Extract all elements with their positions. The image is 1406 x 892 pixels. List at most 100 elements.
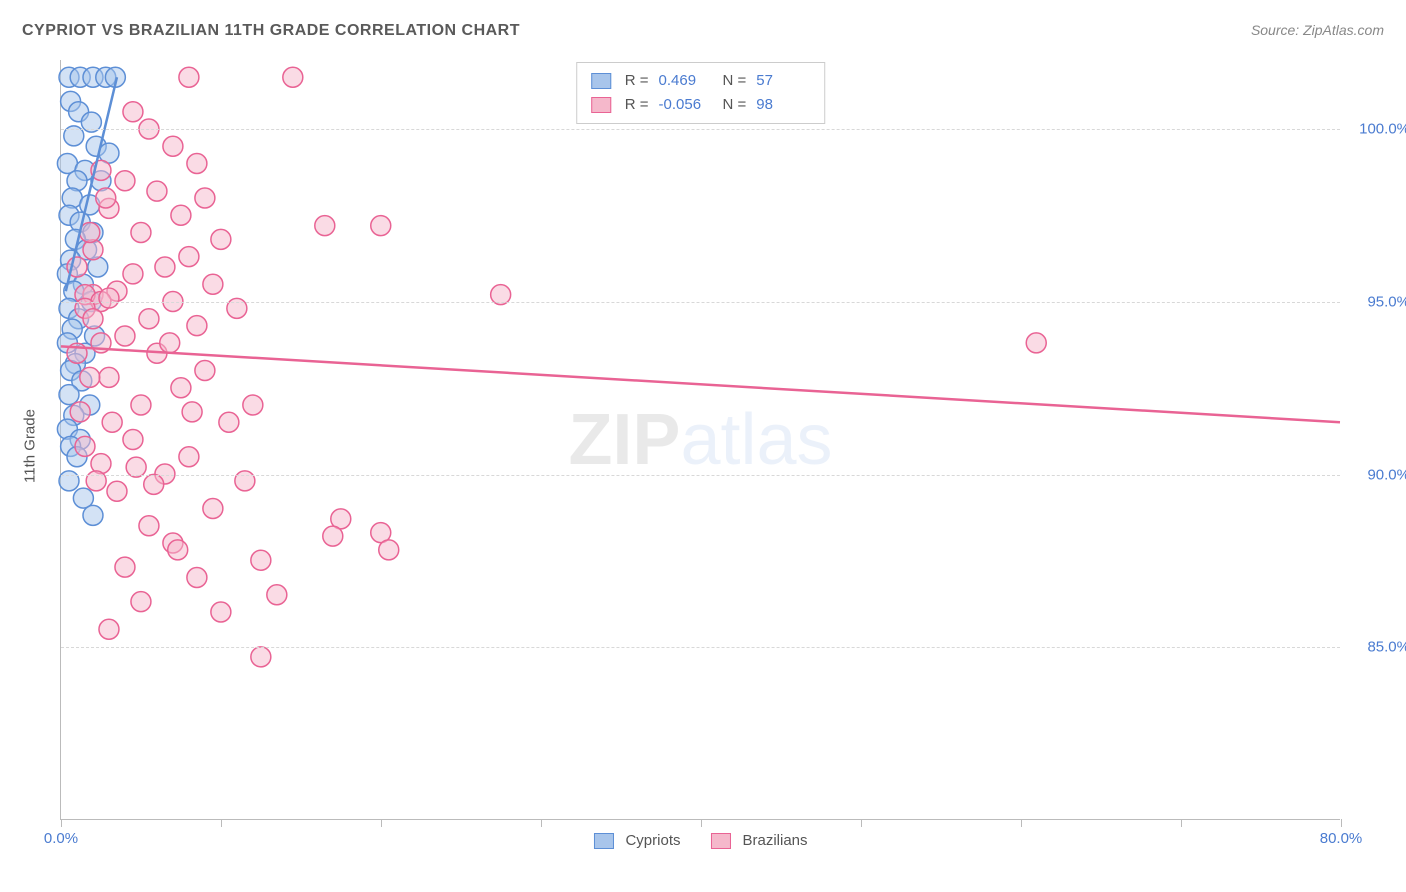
xtick-mark bbox=[701, 819, 702, 827]
source-attribution: Source: ZipAtlas.com bbox=[1251, 22, 1384, 38]
legend-label-brazilians: Brazilians bbox=[742, 832, 807, 849]
chart-container: CYPRIOT VS BRAZILIAN 11TH GRADE CORRELAT… bbox=[0, 0, 1406, 892]
scatter-point-cypriots bbox=[59, 385, 79, 405]
scatter-point-brazilians bbox=[187, 568, 207, 588]
scatter-point-brazilians bbox=[171, 378, 191, 398]
scatter-point-brazilians bbox=[171, 205, 191, 225]
scatter-point-brazilians bbox=[211, 229, 231, 249]
xtick-mark bbox=[381, 819, 382, 827]
scatter-point-brazilians bbox=[187, 316, 207, 336]
scatter-point-brazilians bbox=[70, 402, 90, 422]
chart-title: CYPRIOT VS BRAZILIAN 11TH GRADE CORRELAT… bbox=[22, 22, 520, 40]
scatter-point-cypriots bbox=[83, 505, 103, 525]
xtick-mark bbox=[1341, 819, 1342, 827]
stat-n-val-cypriots: 57 bbox=[756, 69, 810, 93]
scatter-point-brazilians bbox=[182, 402, 202, 422]
scatter-point-brazilians bbox=[315, 216, 335, 236]
xtick-mark bbox=[861, 819, 862, 827]
scatter-point-brazilians bbox=[123, 102, 143, 122]
swatch-cypriots bbox=[591, 73, 611, 89]
xtick-label: 80.0% bbox=[1320, 830, 1363, 847]
scatter-point-brazilians bbox=[379, 540, 399, 560]
xtick-label: 0.0% bbox=[44, 830, 78, 847]
scatter-point-brazilians bbox=[195, 361, 215, 381]
scatter-point-brazilians bbox=[251, 647, 271, 667]
ytick-label: 95.0% bbox=[1350, 293, 1406, 310]
legend-swatch-brazilians bbox=[710, 833, 730, 849]
scatter-point-brazilians bbox=[99, 619, 119, 639]
gridline-h bbox=[61, 129, 1340, 130]
stats-box: R = 0.469 N = 57 R = -0.056 N = 98 bbox=[576, 62, 826, 124]
ytick-label: 90.0% bbox=[1350, 466, 1406, 483]
scatter-point-brazilians bbox=[195, 188, 215, 208]
plot-area: ZIPatlas R = 0.469 N = 57 R = -0.056 N =… bbox=[60, 60, 1340, 820]
swatch-brazilians bbox=[591, 97, 611, 113]
scatter-point-brazilians bbox=[99, 288, 119, 308]
scatter-point-brazilians bbox=[139, 516, 159, 536]
scatter-point-brazilians bbox=[144, 474, 164, 494]
scatter-point-brazilians bbox=[99, 367, 119, 387]
y-axis-label: 11th Grade bbox=[22, 409, 39, 483]
scatter-point-brazilians bbox=[123, 430, 143, 450]
stat-r-val-brazilians: -0.056 bbox=[659, 93, 713, 117]
stats-row-brazilians: R = -0.056 N = 98 bbox=[591, 93, 811, 117]
scatter-point-brazilians bbox=[1026, 333, 1046, 353]
xtick-mark bbox=[1181, 819, 1182, 827]
scatter-point-brazilians bbox=[83, 240, 103, 260]
scatter-point-brazilians bbox=[115, 171, 135, 191]
scatter-point-brazilians bbox=[131, 223, 151, 243]
xtick-mark bbox=[1021, 819, 1022, 827]
scatter-point-brazilians bbox=[283, 67, 303, 87]
scatter-point-brazilians bbox=[131, 592, 151, 612]
scatter-point-brazilians bbox=[163, 136, 183, 156]
scatter-point-brazilians bbox=[139, 309, 159, 329]
stats-row-cypriots: R = 0.469 N = 57 bbox=[591, 69, 811, 93]
xtick-mark bbox=[221, 819, 222, 827]
scatter-point-brazilians bbox=[179, 247, 199, 267]
stat-r-label: R = bbox=[625, 69, 649, 93]
plot-svg bbox=[61, 60, 1340, 819]
scatter-point-brazilians bbox=[211, 602, 231, 622]
stat-n-val-brazilians: 98 bbox=[756, 93, 810, 117]
stat-n-label-2: N = bbox=[723, 93, 747, 117]
scatter-point-brazilians bbox=[251, 550, 271, 570]
scatter-point-brazilians bbox=[96, 188, 116, 208]
scatter-point-brazilians bbox=[203, 499, 223, 519]
scatter-point-brazilians bbox=[323, 526, 343, 546]
scatter-point-brazilians bbox=[203, 274, 223, 294]
gridline-h bbox=[61, 302, 1340, 303]
scatter-point-brazilians bbox=[80, 223, 100, 243]
scatter-point-brazilians bbox=[147, 181, 167, 201]
scatter-point-brazilians bbox=[155, 257, 175, 277]
ytick-label: 85.0% bbox=[1350, 639, 1406, 656]
xtick-mark bbox=[61, 819, 62, 827]
scatter-point-brazilians bbox=[115, 557, 135, 577]
stat-r-val-cypriots: 0.469 bbox=[659, 69, 713, 93]
scatter-point-brazilians bbox=[179, 67, 199, 87]
scatter-point-brazilians bbox=[160, 333, 180, 353]
legend-swatch-cypriots bbox=[593, 833, 613, 849]
stat-r-label-2: R = bbox=[625, 93, 649, 117]
scatter-point-brazilians bbox=[179, 447, 199, 467]
scatter-point-brazilians bbox=[187, 154, 207, 174]
scatter-point-brazilians bbox=[80, 367, 100, 387]
scatter-point-brazilians bbox=[131, 395, 151, 415]
scatter-point-brazilians bbox=[115, 326, 135, 346]
gridline-h bbox=[61, 475, 1340, 476]
legend-item-cypriots: Cypriots bbox=[593, 832, 680, 849]
legend-item-brazilians: Brazilians bbox=[710, 832, 807, 849]
xtick-mark bbox=[541, 819, 542, 827]
gridline-h bbox=[61, 647, 1340, 648]
scatter-point-brazilians bbox=[102, 412, 122, 432]
scatter-point-brazilians bbox=[83, 309, 103, 329]
scatter-point-brazilians bbox=[75, 436, 95, 456]
scatter-point-brazilians bbox=[219, 412, 239, 432]
scatter-point-brazilians bbox=[168, 540, 188, 560]
bottom-legend: Cypriots Brazilians bbox=[593, 832, 807, 849]
legend-label-cypriots: Cypriots bbox=[625, 832, 680, 849]
ytick-label: 100.0% bbox=[1350, 121, 1406, 138]
scatter-point-brazilians bbox=[243, 395, 263, 415]
stat-n-label: N = bbox=[723, 69, 747, 93]
scatter-point-brazilians bbox=[123, 264, 143, 284]
scatter-point-brazilians bbox=[371, 216, 391, 236]
